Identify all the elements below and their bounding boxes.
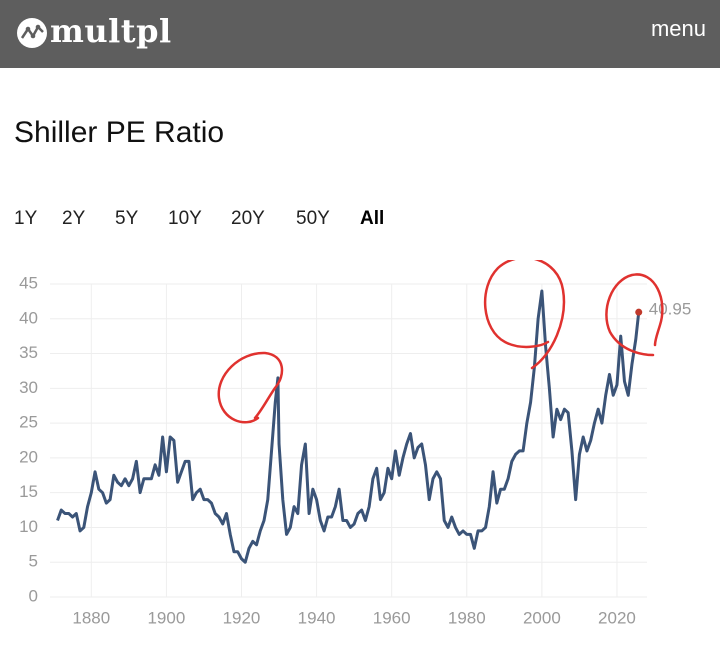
range-button[interactable]: 5Y — [115, 208, 139, 229]
data-line — [56, 289, 641, 564]
x-tick-label: 1940 — [298, 608, 336, 627]
y-tick-label: 5 — [29, 552, 38, 571]
range-button[interactable]: 2Y — [62, 208, 86, 229]
menu-button[interactable]: menu — [650, 16, 706, 41]
x-tick-label: 1880 — [72, 608, 110, 627]
range-button[interactable]: 50Y — [296, 208, 330, 229]
x-tick-label: 2020 — [598, 608, 636, 627]
annotation-circle — [217, 351, 284, 424]
header: multpl menu — [0, 0, 720, 68]
y-tick-label: 20 — [19, 447, 38, 466]
y-tick-label: 30 — [19, 378, 38, 397]
last-value-label: 40.95 — [649, 300, 692, 319]
range-button[interactable]: 20Y — [231, 208, 265, 229]
range-button[interactable]: All — [360, 208, 385, 229]
hand-annotations — [217, 260, 664, 424]
page-title: Shiller PE Ratio — [14, 116, 225, 149]
annotation-circle — [483, 260, 566, 370]
x-tick-label: 1920 — [223, 608, 261, 627]
annotation-circle — [605, 273, 664, 357]
y-tick-label: 15 — [19, 482, 38, 501]
range-button[interactable]: 10Y — [168, 208, 202, 229]
logo[interactable]: multpl — [50, 12, 172, 50]
x-tick-label: 1980 — [448, 608, 486, 627]
y-tick-label: 10 — [19, 517, 38, 536]
y-tick-label: 45 — [19, 273, 38, 292]
x-tick-label: 2000 — [523, 608, 561, 627]
y-tick-label: 0 — [29, 586, 38, 605]
range-button[interactable]: 1Y — [14, 208, 38, 229]
y-tick-label: 35 — [19, 343, 38, 362]
logo-icon — [17, 18, 47, 48]
y-tick-label: 40 — [19, 308, 38, 327]
last-value-marker — [635, 308, 643, 316]
chart: 0 5 10 15 20 25 30 35 40 45 1880 1900 1920 1940 1960 19… — [19, 260, 692, 627]
y-tick-label: 25 — [19, 413, 38, 432]
x-tick-label: 1900 — [147, 608, 185, 627]
x-tick-label: 1960 — [373, 608, 411, 627]
